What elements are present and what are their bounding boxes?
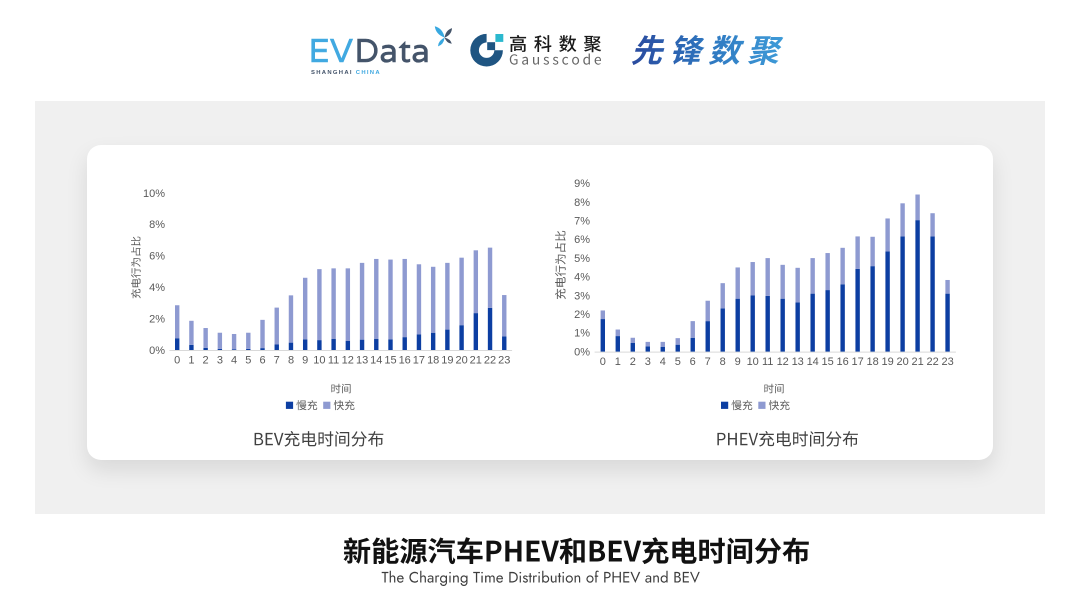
- svg-text:2%: 2%: [149, 313, 165, 325]
- svg-text:21: 21: [911, 356, 923, 368]
- svg-text:4%: 4%: [574, 272, 590, 284]
- svg-text:4: 4: [231, 355, 237, 367]
- svg-text:21: 21: [470, 355, 482, 367]
- svg-text:1: 1: [615, 356, 621, 368]
- svg-text:12: 12: [342, 355, 354, 367]
- svg-text:2: 2: [203, 355, 209, 367]
- svg-text:20: 20: [455, 355, 467, 367]
- svg-text:9%: 9%: [574, 178, 590, 190]
- svg-text:19: 19: [881, 356, 893, 368]
- svg-text:8%: 8%: [149, 219, 165, 231]
- svg-text:10: 10: [313, 355, 325, 367]
- svg-text:19: 19: [441, 355, 453, 367]
- svg-text:3: 3: [645, 356, 651, 368]
- svg-text:0: 0: [600, 356, 606, 368]
- svg-text:14: 14: [807, 356, 819, 368]
- svg-text:16: 16: [836, 356, 848, 368]
- svg-text:13: 13: [356, 355, 368, 367]
- svg-text:23: 23: [498, 355, 510, 367]
- svg-text:0: 0: [174, 355, 180, 367]
- svg-text:4: 4: [660, 356, 666, 368]
- svg-text:9: 9: [302, 355, 308, 367]
- svg-text:6%: 6%: [574, 234, 590, 246]
- svg-text:1: 1: [188, 355, 194, 367]
- svg-text:17: 17: [851, 356, 863, 368]
- svg-text:9: 9: [735, 356, 741, 368]
- svg-text:6: 6: [259, 355, 265, 367]
- svg-text:8: 8: [288, 355, 294, 367]
- svg-text:8%: 8%: [574, 197, 590, 209]
- svg-text:20: 20: [896, 356, 908, 368]
- svg-text:1%: 1%: [574, 328, 590, 340]
- svg-text:7%: 7%: [574, 216, 590, 228]
- svg-text:11: 11: [328, 355, 339, 367]
- svg-text:6: 6: [690, 356, 696, 368]
- svg-text:15: 15: [821, 356, 833, 368]
- svg-text:0%: 0%: [149, 345, 165, 357]
- svg-text:5: 5: [245, 355, 251, 367]
- svg-text:8: 8: [720, 356, 726, 368]
- svg-text:2%: 2%: [574, 309, 590, 321]
- svg-text:22: 22: [484, 355, 496, 367]
- svg-text:18: 18: [866, 356, 878, 368]
- svg-text:0%: 0%: [574, 346, 590, 358]
- svg-text:6%: 6%: [149, 251, 165, 263]
- svg-text:SHANGHAI CHINA: SHANGHAI CHINA: [311, 70, 381, 76]
- svg-text:7: 7: [274, 355, 280, 367]
- svg-text:5: 5: [675, 356, 681, 368]
- svg-text:12: 12: [777, 356, 789, 368]
- svg-text:3%: 3%: [574, 290, 590, 302]
- svg-text:4%: 4%: [149, 282, 165, 294]
- svg-text:14: 14: [370, 355, 382, 367]
- svg-text:18: 18: [427, 355, 439, 367]
- svg-text:17: 17: [413, 355, 425, 367]
- svg-text:7: 7: [705, 356, 711, 368]
- svg-text:16: 16: [399, 355, 411, 367]
- svg-text:22: 22: [926, 356, 938, 368]
- svg-text:5%: 5%: [574, 253, 590, 265]
- svg-text:11: 11: [762, 356, 773, 368]
- svg-text:23: 23: [941, 356, 953, 368]
- svg-text:3: 3: [217, 355, 223, 367]
- svg-text:10%: 10%: [143, 188, 165, 200]
- svg-text:13: 13: [792, 356, 804, 368]
- svg-text:2: 2: [630, 356, 636, 368]
- svg-text:10: 10: [747, 356, 759, 368]
- svg-text:15: 15: [384, 355, 396, 367]
